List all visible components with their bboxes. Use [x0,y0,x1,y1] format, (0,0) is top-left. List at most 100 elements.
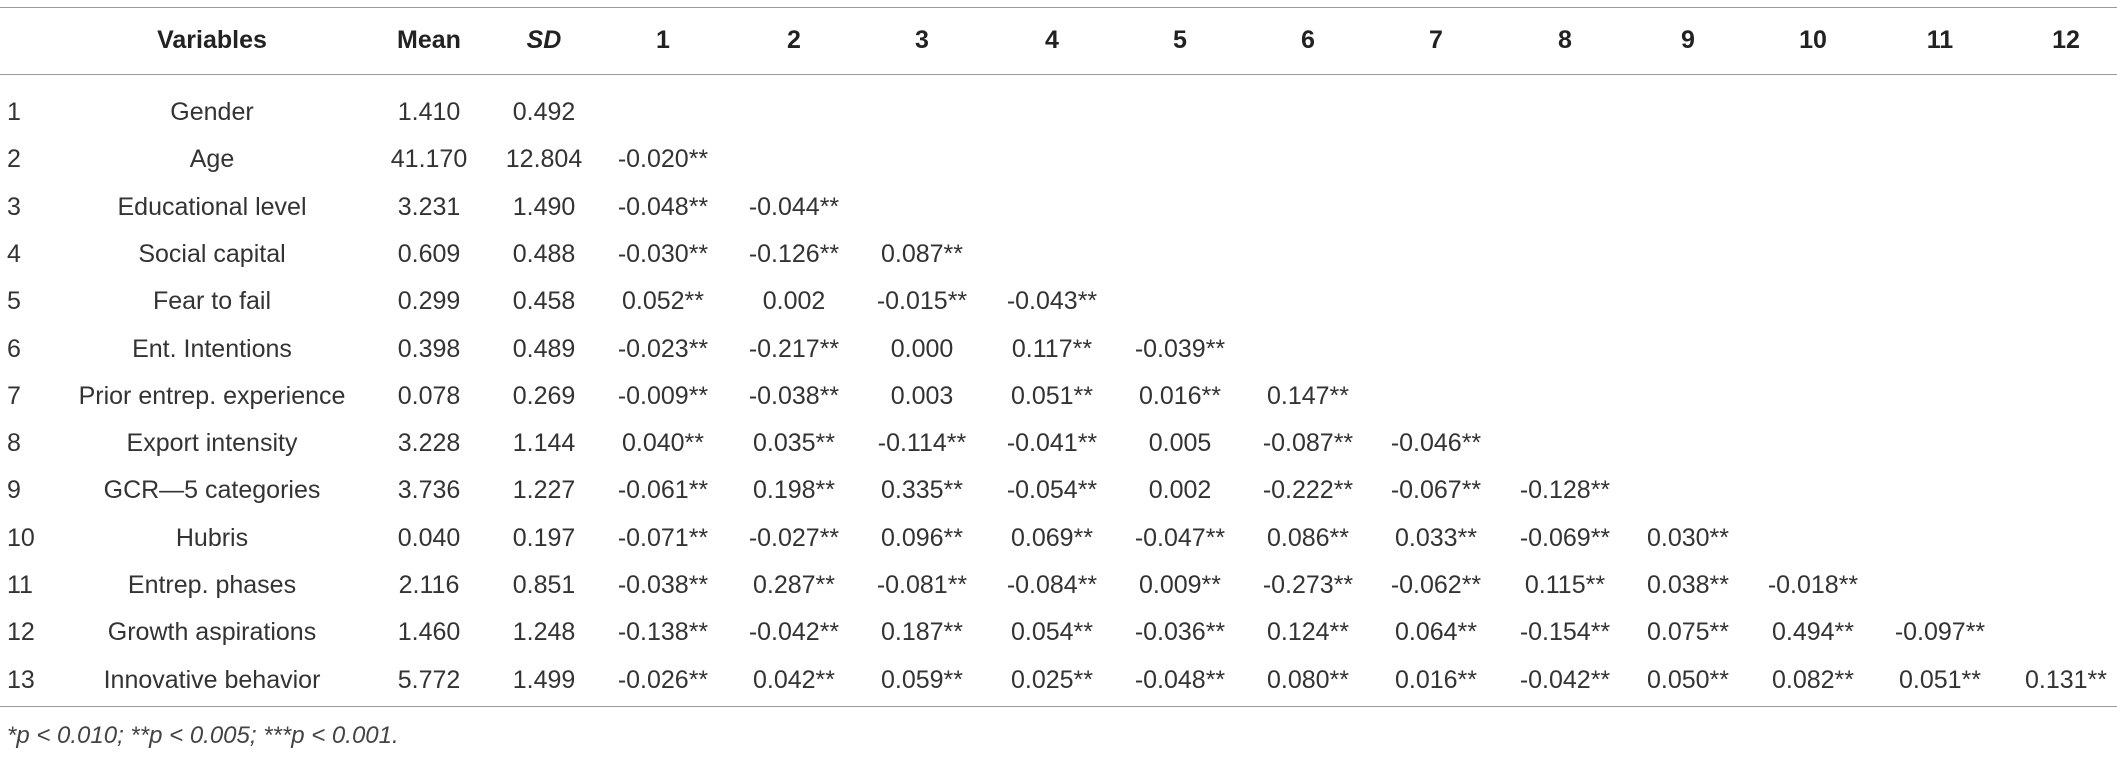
table-cell: 0.005 [1148,429,1212,458]
table-cell: -0.069** [1519,523,1611,552]
table-cell: -0.042** [1519,665,1611,694]
variable-name: Prior entrep. experience [78,381,346,410]
table-cell: 0.096** [880,523,964,552]
variable-name: Social capital [138,239,286,268]
table-cell: -0.154** [1519,618,1611,647]
table-cell: -0.041** [1006,429,1098,458]
variable-name: GCR—5 categories [103,476,321,505]
table-cell: 0.458 [512,287,576,316]
table-cell: 0.033** [1394,523,1478,552]
variable-name: Gender [170,98,254,126]
row-number: 9 [7,476,21,505]
table-cell: 1.227 [512,476,576,505]
table-cell: -0.114** [877,429,967,458]
row-number: 10 [7,523,35,552]
table-cell: -0.062** [1390,571,1482,599]
table-cell: 12.804 [505,145,583,174]
table-cell: 0.147** [1266,381,1350,410]
row-number: 1 [7,98,21,126]
table-cell: 0.052** [621,287,705,316]
table-cell: -0.048** [617,192,709,221]
bottom-rule [0,706,2117,707]
table-cell: 1.248 [512,618,576,647]
header-cell: 3 [915,26,929,54]
table-cell: -0.036** [1134,618,1226,647]
row-number: 5 [7,287,21,316]
table-cell: 5.772 [397,665,461,694]
header-cell: 10 [1799,26,1827,54]
row-number: 12 [7,618,35,647]
table-cell: 1.499 [512,665,576,694]
table-cell: 0.299 [397,287,461,316]
table-cell: -0.020** [617,145,709,174]
table-cell: 0.075** [1646,618,1730,647]
table-cell: 0.115** [1524,571,1606,599]
table-cell: 0.131** [2024,665,2108,694]
table-cell: -0.087** [1262,429,1354,458]
table-cell: 2.116 [398,571,460,599]
header-cell: SD [526,26,562,54]
table-cell: 0.851 [512,571,576,599]
table-cell: 1.490 [512,192,576,221]
table-cell: -0.023** [617,334,709,363]
row-number: 8 [7,429,21,458]
header-cell: 12 [2052,26,2080,54]
table-cell: 0.050** [1646,665,1730,694]
table-cell: 0.042** [752,665,836,694]
table-cell: 0.287** [752,571,836,599]
table-cell: 0.016** [1394,665,1478,694]
variable-name: Age [189,145,235,174]
variable-name: Growth aspirations [107,618,317,647]
table-cell: 0.002 [762,287,826,316]
table-cell: -0.138** [617,618,709,647]
table-cell: -0.046** [1390,429,1482,458]
table-cell: 0.003 [890,381,954,410]
table-cell: -0.128** [1519,476,1611,505]
table-cell: -0.222** [1262,476,1354,505]
table-cell: 0.124** [1266,618,1350,647]
variable-name: Innovative behavior [103,665,321,694]
table-cell: -0.084** [1006,571,1098,599]
table-cell: 0.335** [880,476,964,505]
table-cell: 0.086** [1266,523,1350,552]
table-cell: -0.061** [617,476,709,505]
table-cell: -0.009** [617,381,709,410]
table-cell: 0.035** [752,429,836,458]
table-cell: -0.273** [1262,571,1354,599]
variable-name: Hubris [175,523,249,552]
table-cell: 0.609 [397,239,461,268]
table-cell: 0.069** [1010,523,1094,552]
table-cell: 0.030** [1646,523,1730,552]
table-cell: -0.042** [748,618,840,647]
table-cell: 0.078 [397,381,461,410]
variable-name: Entrep. phases [127,571,297,599]
row-number: 2 [7,145,21,174]
table-cell: 0.059** [880,665,964,694]
table-cell: -0.039** [1134,334,1226,363]
table-cell: 0.117** [1011,334,1093,363]
row-number: 11 [7,571,33,599]
header-cell: 8 [1558,26,1572,54]
table-cell: 0.494** [1771,618,1855,647]
table-cell: 0.002 [1148,476,1212,505]
table-cell: 41.170 [390,145,468,174]
table-cell: -0.044** [748,192,840,221]
top-rule [0,7,2117,8]
table-cell: 0.082** [1771,665,1855,694]
header-cell: Mean [397,26,461,54]
table-cell: -0.071** [617,523,709,552]
table-cell: 0.087** [880,239,964,268]
variable-name: Fear to fail [152,287,272,316]
table-cell: -0.067** [1390,476,1482,505]
header-cell: 5 [1173,26,1187,54]
table-cell: 0.064** [1394,618,1478,647]
row-number: 4 [7,239,21,268]
table-cell: 0.009** [1138,571,1222,599]
header-cell: Variables [157,26,267,54]
header-cell: 7 [1429,26,1443,54]
table-cell: -0.043** [1006,287,1098,316]
table-cell: -0.126** [748,239,840,268]
table-cell: 0.051** [1010,381,1094,410]
footnote: *p < 0.010; **p < 0.005; ***p < 0.001. [7,722,399,749]
header-cell: 1 [656,26,670,54]
